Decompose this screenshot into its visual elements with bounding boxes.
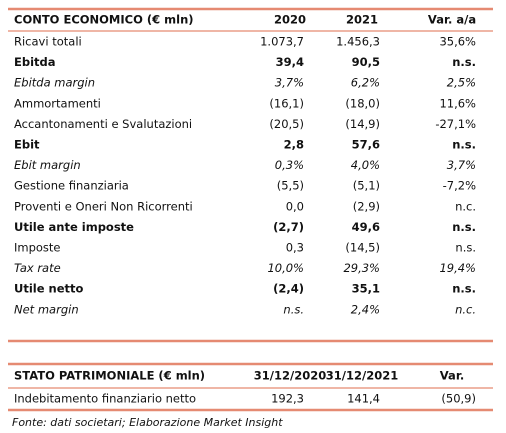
value-cell: 49,6 — [352, 220, 380, 234]
row-label: Ammortamenti — [14, 96, 101, 110]
value-cell: n.s. — [452, 138, 476, 152]
value-cell: 29,3% — [343, 261, 380, 275]
value-cell: 35,6% — [439, 35, 476, 49]
value-cell: 39,4 — [276, 55, 304, 69]
value-cell: (2,7) — [273, 220, 304, 234]
value-cell: 19,4% — [439, 261, 476, 275]
value-cell: (14,9) — [345, 117, 380, 131]
row-label: Gestione finanziaria — [14, 179, 129, 193]
value-cell: n.c. — [455, 199, 476, 213]
row-label: Indebitamento finanziario netto — [14, 392, 196, 406]
value-cell: (18,0) — [345, 96, 380, 110]
value-cell: (14,5) — [345, 241, 380, 255]
value-cell: (20,5) — [269, 117, 304, 131]
value-cell: 35,1 — [352, 282, 380, 296]
value-cell: n.s. — [452, 220, 476, 234]
value-cell: (16,1) — [269, 96, 304, 110]
row-label: Ebit margin — [14, 158, 81, 172]
value-cell: 3,7% — [447, 158, 476, 172]
value-cell: n.c. — [455, 302, 476, 316]
value-cell: 3,7% — [275, 76, 304, 90]
value-cell: (2,9) — [353, 199, 380, 213]
value-cell: (5,1) — [353, 179, 380, 193]
row-label: Ebit — [14, 138, 40, 152]
value-cell: 1.456,3 — [336, 35, 380, 49]
header-cell: STATO PATRIMONIALE (€ mln) — [14, 369, 205, 383]
value-cell: n.s. — [455, 241, 476, 255]
value-cell: (50,9) — [441, 392, 476, 406]
row-label: Ebitda — [14, 55, 56, 69]
row-label: Accantonamenti e Svalutazioni — [14, 117, 192, 131]
value-cell: (2,4) — [273, 282, 304, 296]
value-cell: 141,4 — [347, 392, 380, 406]
row-label: Imposte — [14, 241, 61, 255]
value-cell: (5,5) — [277, 179, 304, 193]
row-label: Ebitda margin — [14, 76, 95, 90]
value-cell: 1.073,7 — [260, 35, 304, 49]
value-cell: 4,0% — [351, 158, 380, 172]
row-label: Utile ante imposte — [14, 220, 134, 234]
value-cell: n.s. — [452, 282, 476, 296]
value-cell: 0,0 — [286, 199, 304, 213]
row-label: Utile netto — [14, 282, 84, 296]
row-label: Tax rate — [14, 261, 61, 275]
value-cell: 10,0% — [267, 261, 304, 275]
value-cell: 11,6% — [439, 96, 476, 110]
value-cell: 2,4% — [351, 302, 380, 316]
header-cell: 2021 — [346, 13, 378, 27]
value-cell: 90,5 — [352, 55, 380, 69]
row-label: Proventi e Oneri Non Ricorrenti — [14, 199, 193, 213]
value-cell: 2,8 — [284, 138, 304, 152]
row-label: Ricavi totali — [14, 35, 82, 49]
header-cell: Var. — [440, 369, 464, 383]
value-cell: n.s. — [452, 55, 476, 69]
value-cell: 2,5% — [447, 76, 476, 90]
header-cell: Var. a/a — [428, 13, 476, 27]
header-cell: 31/12/2020 — [254, 369, 326, 383]
value-cell: 57,6 — [352, 138, 380, 152]
header-cell: 31/12/2021 — [326, 369, 398, 383]
value-cell: 6,2% — [351, 76, 380, 90]
header-cell: 2020 — [274, 13, 306, 27]
row-label: Net margin — [14, 302, 79, 316]
value-cell: -27,1% — [435, 117, 476, 131]
value-cell: 192,3 — [271, 392, 304, 406]
header-cell: CONTO ECONOMICO (€ mln) — [14, 13, 194, 27]
value-cell: -7,2% — [443, 179, 476, 193]
value-cell: n.s. — [283, 302, 304, 316]
value-cell: 0,3 — [286, 241, 304, 255]
value-cell: 0,3% — [275, 158, 304, 172]
footnote: Fonte: dati societari; Elaborazione Mark… — [12, 416, 283, 429]
